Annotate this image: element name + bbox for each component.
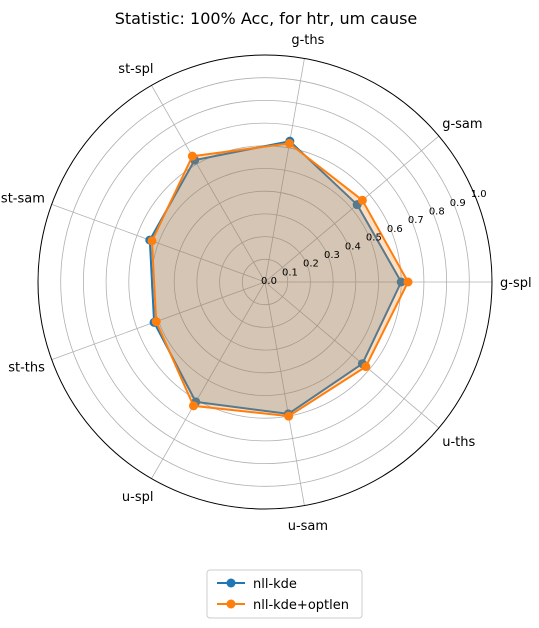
legend-marker [226,578,236,588]
radial-tick-label: 0.0 [261,276,277,287]
axis-label-st-sam: st-sam [1,192,45,207]
radial-tick-label: 0.4 [345,241,361,252]
grid-spoke [151,281,266,479]
radial-tick-label: 0.6 [387,224,403,235]
radial-tick-label: 0.9 [450,198,466,209]
axis-label-g-ths: g-ths [291,33,324,48]
axis-label-u-ths: u-ths [442,435,475,450]
grid-spoke [51,203,266,283]
data-point [396,277,406,287]
legend-label: nll-kde [253,577,297,592]
radial-tick-label: 1.0 [471,189,487,200]
radial-tick-label: 0.7 [408,215,424,226]
data-point [284,138,294,148]
series-fill [151,143,408,417]
chart-title: Statistic: 100% Acc, for htr, um cause [115,9,418,28]
series-line [150,142,409,418]
series-fill [149,141,402,414]
outer-frame [37,54,493,510]
axis-label-g-spl: g-spl [500,276,532,291]
radial-tick-label: 0.2 [303,259,319,270]
radial-tick-label: 0.1 [282,267,298,278]
radar-labels: 0.0 0.1 0.2 0.3 0.4 0.5 0.6 0.7 0.8 0.9 1.0 g-spl g-… [1,33,532,534]
legend: nll-kde nll-kde+optlen [206,569,363,619]
grid-spoke [264,135,440,283]
grid-spoke [264,281,440,429]
series-line [148,140,403,415]
axis-label-u-spl: u-spl [122,490,154,505]
grid-spoke [151,85,266,283]
radial-tick-label: 0.3 [324,250,340,261]
radar-series [145,136,413,421]
radial-tick-label: 0.5 [366,233,382,244]
legend-box [206,569,363,619]
radial-tick-label: 0.8 [429,207,445,218]
data-point [361,362,371,372]
data-point [187,151,197,161]
axis-label-g-sam: g-sam [442,117,482,132]
data-point [188,401,198,411]
data-point [357,195,367,205]
data-point [151,317,161,327]
grid-spoke [264,58,305,283]
grid-spoke [264,281,305,506]
data-point [147,236,157,246]
data-point [284,411,294,421]
axis-label-st-ths: st-ths [8,360,45,375]
axis-label-st-spl: st-spl [118,62,153,77]
legend-label: nll-kde+optlen [253,598,349,613]
axis-label-u-sam: u-sam [288,519,328,534]
data-point [403,277,413,287]
legend-marker [226,599,236,609]
